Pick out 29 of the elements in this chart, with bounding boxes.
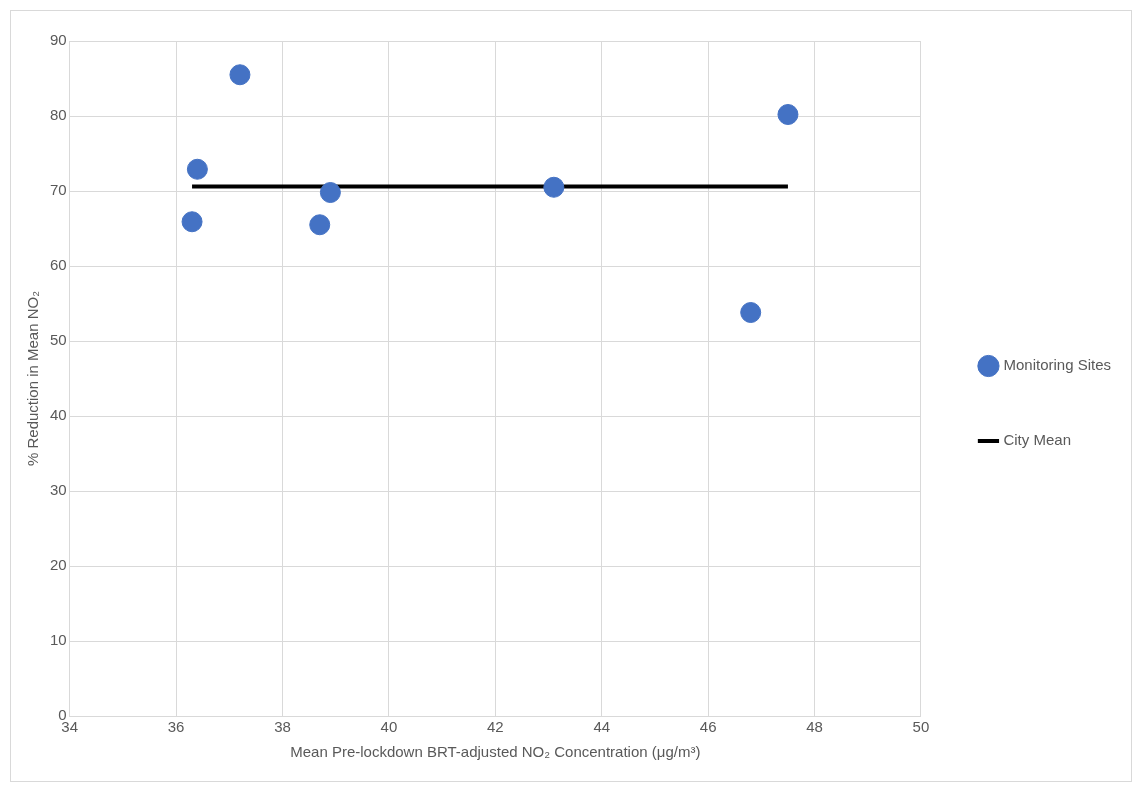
point xyxy=(186,158,208,180)
y-tick-label: 30 xyxy=(50,481,67,499)
y-tick-label: 80 xyxy=(50,106,67,124)
y-tick-label: 90 xyxy=(50,31,67,49)
x-tick-label: 46 xyxy=(699,718,717,736)
x-tick-label: 42 xyxy=(486,718,504,736)
y-tick-label: 60 xyxy=(50,256,67,274)
x-tick-label: 38 xyxy=(274,718,291,736)
point xyxy=(309,214,331,236)
point xyxy=(229,64,251,86)
x-tick-label: 48 xyxy=(806,718,823,736)
legend-label: Monitoring Sites xyxy=(1003,356,1112,374)
x-tick-label: 44 xyxy=(593,718,611,736)
legend-label: City Mean xyxy=(1003,431,1071,449)
y-axis-title: % Reduction in Mean NO₂ xyxy=(24,290,42,467)
x-tick-label: 36 xyxy=(167,718,185,736)
y-tick-label: 10 xyxy=(50,631,67,649)
x-axis-title: Mean Pre-lockdown BRT-adjusted NO₂ Concentration (μg/m³) xyxy=(290,743,701,761)
x-tick-label: 50 xyxy=(912,718,930,736)
y-tick-label: 40 xyxy=(50,406,67,424)
point xyxy=(740,302,762,323)
point xyxy=(319,182,341,203)
point xyxy=(181,211,203,233)
x-tick-label: 40 xyxy=(380,718,398,736)
y-tick-label: 20 xyxy=(50,556,67,574)
point xyxy=(777,104,799,125)
y-tick-label: 70 xyxy=(50,181,67,199)
y-tick-label: 50 xyxy=(50,331,67,349)
point xyxy=(543,176,565,198)
